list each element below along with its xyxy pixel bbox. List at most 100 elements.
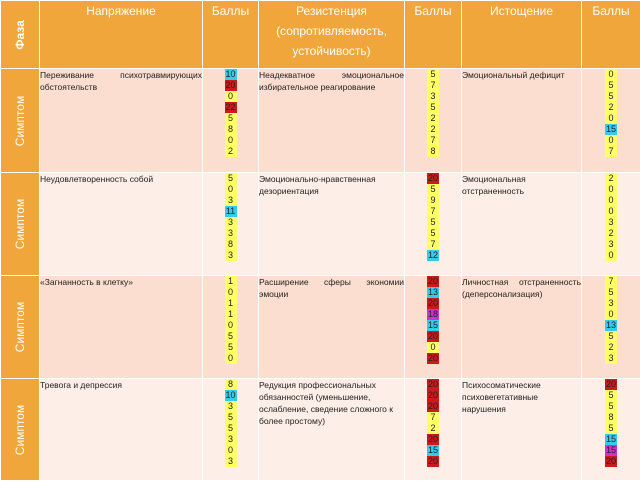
score-value: 8 <box>605 412 617 423</box>
score-value: 5 <box>427 217 439 228</box>
score-value: 0 <box>225 184 237 195</box>
score-value: 20 <box>605 456 617 467</box>
score-value: 20 <box>427 331 439 342</box>
score-value: 20 <box>427 353 439 364</box>
score-value: 3 <box>605 298 617 309</box>
resistance-symptom: Неадекватное эмоциональное избирательное… <box>259 69 405 173</box>
score-value: 0 <box>225 287 237 298</box>
score-value: 8 <box>225 379 237 390</box>
score-value: 20 <box>427 173 439 184</box>
score-value: 22 <box>225 102 237 113</box>
score-value: 18 <box>427 309 439 320</box>
score-value: 3 <box>225 217 237 228</box>
header-scores-2: Баллы <box>405 1 462 69</box>
score-value: 2 <box>605 342 617 353</box>
symptom-side-3: Симптом <box>1 276 40 379</box>
score-value: 0 <box>225 91 237 102</box>
symptom-label: Симптом <box>13 199 27 249</box>
score-value: 5 <box>605 331 617 342</box>
score-value: 7 <box>427 206 439 217</box>
score-value: 7 <box>427 239 439 250</box>
score-value: 3 <box>605 353 617 364</box>
score-value: 15 <box>605 434 617 445</box>
score-value: 2 <box>605 228 617 239</box>
score-value: 0 <box>225 320 237 331</box>
score-value: 0 <box>605 184 617 195</box>
score-value: 0 <box>225 353 237 364</box>
score-value: 11 <box>225 206 237 217</box>
score-value: 7 <box>427 135 439 146</box>
score-value: 20 <box>427 401 439 412</box>
symptom-label: Симптом <box>13 302 27 352</box>
exhaustion-symptom: Личностная отстраненность (деперсонализа… <box>462 276 582 379</box>
score-value: 2 <box>427 124 439 135</box>
score-value: 2 <box>427 113 439 124</box>
score-value: 5 <box>225 412 237 423</box>
score-value: 20 <box>427 379 439 390</box>
score-value: 5 <box>225 113 237 124</box>
symptom-label: Симптом <box>13 95 27 145</box>
score-value: 3 <box>225 195 237 206</box>
score-value: 1 <box>225 298 237 309</box>
score-value: 7 <box>605 146 617 157</box>
score-value: 5 <box>605 287 617 298</box>
header-phase-label: Фаза <box>13 20 27 50</box>
header-scores-1: Баллы <box>203 1 259 69</box>
score-value: 3 <box>605 239 617 250</box>
tension-symptom: «Загнанность в клетку» <box>40 276 203 379</box>
score-value: 0 <box>225 135 237 146</box>
tension-symptom: Тревога и депрессия <box>40 379 203 481</box>
score-value: 8 <box>427 146 439 157</box>
score-value: 2 <box>605 173 617 184</box>
symptom-label: Симптом <box>13 404 27 454</box>
resistance-symptom: Редукция профессиональных обязанностей (… <box>259 379 405 481</box>
score-value: 5 <box>225 173 237 184</box>
score-value: 3 <box>225 401 237 412</box>
score-value: 8 <box>225 124 237 135</box>
score-value: 5 <box>605 390 617 401</box>
score-value: 9 <box>427 195 439 206</box>
score-value: 3 <box>225 434 237 445</box>
score-value: 5 <box>225 342 237 353</box>
score-value: 20 <box>605 379 617 390</box>
score-value: 15 <box>427 445 439 456</box>
symptom-row-1: Симптом Переживание психотравмирующих об… <box>1 69 640 173</box>
header-resistance: Резистенция (сопротивляемость, устойчиво… <box>259 1 405 69</box>
score-value: 5 <box>605 80 617 91</box>
score-value: 1 <box>225 276 237 287</box>
score-value: 2 <box>605 102 617 113</box>
resistance-symptom: Эмоционально-нравственная дезориентация <box>259 173 405 276</box>
score-value: 15 <box>605 445 617 456</box>
score-value: 3 <box>225 228 237 239</box>
score-value: 15 <box>605 124 617 135</box>
score-value: 5 <box>225 423 237 434</box>
tension-symptom: Переживание психотравмирующих обстоятель… <box>40 69 203 173</box>
symptom-side-4: Симптом <box>1 379 40 481</box>
score-value: 0 <box>605 195 617 206</box>
score-value: 0 <box>605 206 617 217</box>
score-value: 5 <box>605 401 617 412</box>
score-value: 0 <box>605 113 617 124</box>
score-value: 5 <box>427 184 439 195</box>
score-value: 13 <box>427 287 439 298</box>
score-value: 20 <box>427 276 439 287</box>
header-exhaustion: Истощение <box>462 1 582 69</box>
exhaustion-symptom: Эмоциональная отстраненность <box>462 173 582 276</box>
tension-symptom: Неудовлетворенность собой <box>40 173 203 276</box>
score-value: 5 <box>605 91 617 102</box>
score-value: 5 <box>427 69 439 80</box>
symptom-side-2: Симптом <box>1 173 40 276</box>
